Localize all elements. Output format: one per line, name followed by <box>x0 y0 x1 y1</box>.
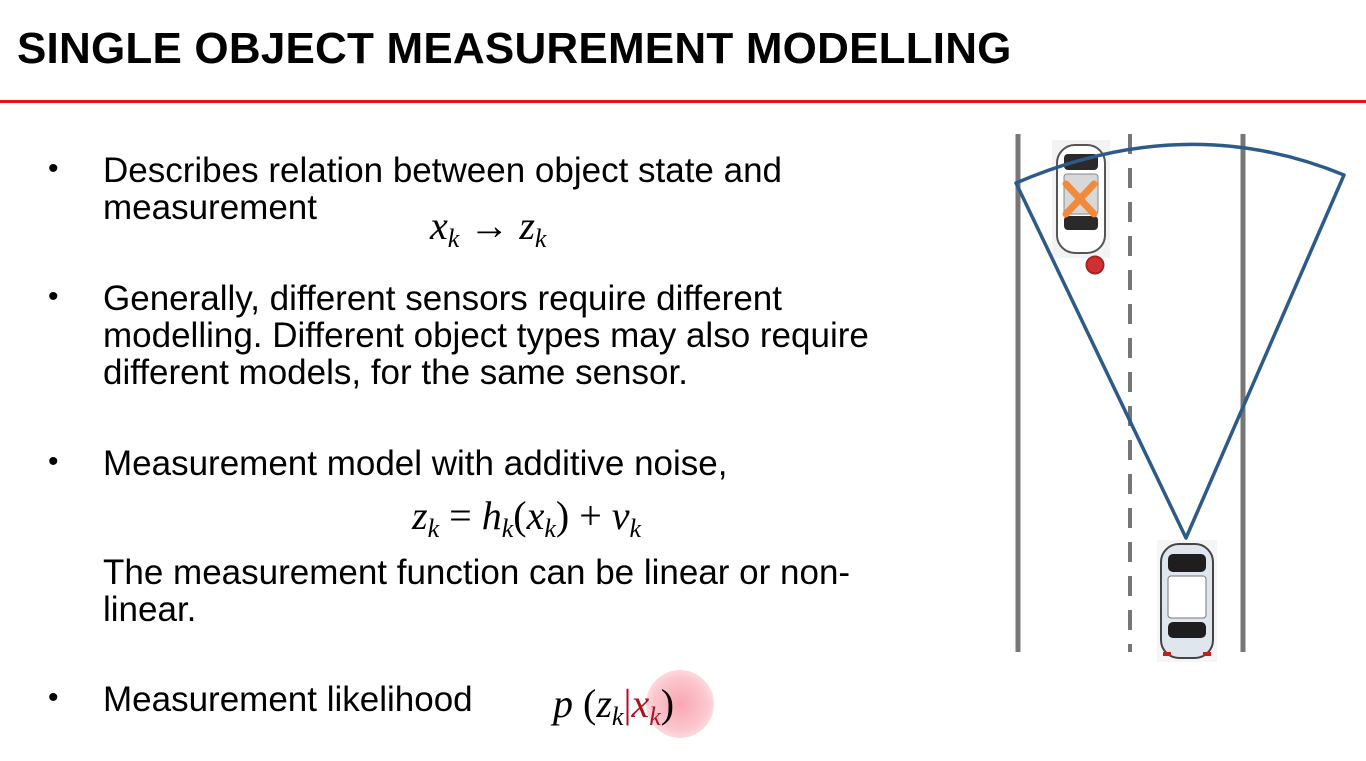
sensor-scenario-figure <box>1014 134 1346 662</box>
title-underline <box>0 100 1366 103</box>
likelihood-highlight <box>646 670 714 738</box>
bullet-likelihood-text: Measurement likelihood <box>103 680 473 719</box>
measurement-point-icon <box>1085 255 1105 275</box>
true-position-cross-icon <box>1062 180 1098 218</box>
bullet-model-text: Measurement model with additive noise, <box>103 444 728 483</box>
sensor-field-of-view-icon <box>1014 142 1346 540</box>
linearity-note-text: The measurement function can be linear o… <box>103 553 851 629</box>
ego-car-icon <box>1157 540 1217 662</box>
bullet-sensors-text: Generally, different sensors require dif… <box>103 279 869 392</box>
measurement-model-formula: zk = hk(xk) + vk <box>412 493 642 543</box>
bullet-marker: • <box>48 280 59 313</box>
bullet-relation-text: Describes relation between object state … <box>103 151 783 227</box>
bullet-marker: • <box>48 152 59 185</box>
state-to-measurement-formula: xk → zk <box>430 203 547 253</box>
bullet-marker: • <box>48 681 59 714</box>
bullet-marker: • <box>48 445 59 478</box>
slide-title: SINGLE OBJECT MEASUREMENT MODELLING <box>17 24 1012 73</box>
likelihood-formula: p (zk|xk) <box>553 681 675 731</box>
road-lanes-icon <box>1015 134 1246 652</box>
